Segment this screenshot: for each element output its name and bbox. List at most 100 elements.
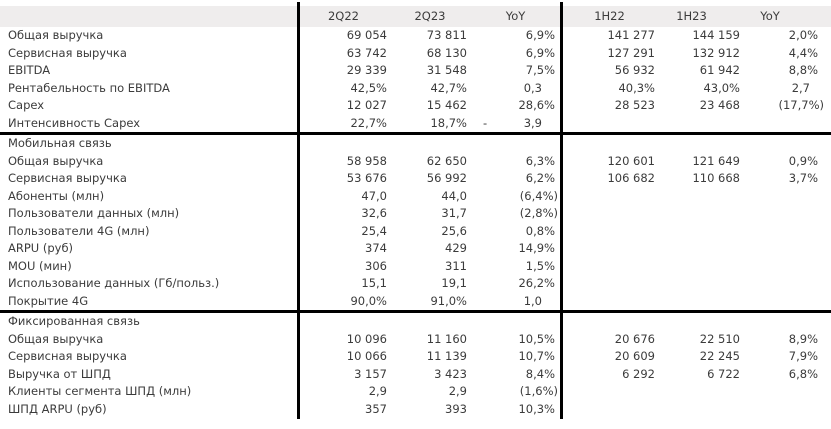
row-label: Общая выручка [8,153,104,168]
vertical-divider-halfyear [560,2,563,419]
empty-cell [658,135,743,153]
cell-yoy-halfyear: 7,9% [788,349,818,363]
table-header-row: 2Q22 2Q23 YoY 1H22 1H23 YoY [0,6,831,27]
cell-yoy-halfyear [743,240,831,258]
empty-cell [470,313,561,331]
cell-1h22: 127 291 [607,45,655,60]
table-row: ШПД ARPU (руб) 357 393 10,3% [0,401,831,419]
cell-yoy-halfyear [743,383,831,401]
cell-1h22 [561,240,658,258]
cell-1h23 [658,258,743,276]
header-1h22: 1H22 [594,9,625,23]
cell-2q23: 15 462 [426,98,467,112]
cell-2q23: 44,0 [441,188,467,203]
cell-2q22: 90,0% [350,293,387,308]
cell-1h22: 20 609 [614,349,655,363]
empty-cell [297,313,390,331]
cell-2q23: 91,0% [430,293,467,308]
row-label: Абоненты (млн) [8,188,105,203]
cell-2q23: 311 [445,258,467,273]
cell-yoy-quarter: 6,9% [525,45,555,60]
cell-yoy-quarter: 7,5% [525,63,555,77]
row-label: ШПД ARPU (руб) [8,401,107,416]
table-row: ARPU (руб) 374 429 14,9% [0,240,831,258]
cell-2q22: 53 676 [346,171,387,185]
header-2q23: 2Q23 [414,9,446,23]
cell-2q22: 69 054 [346,28,387,42]
cell-1h23 [658,188,743,206]
cell-1h22 [561,275,658,293]
cell-2q23: 3 423 [434,366,467,381]
cell-yoy-quarter: 8,4% [525,366,555,381]
cell-2q22: 42,5% [350,80,387,95]
minus-sign: - [483,115,488,130]
cell-2q22: 29 339 [346,63,387,77]
empty-cell [390,135,470,153]
cell-1h23: 22 245 [699,349,740,363]
cell-yoy-halfyear [743,205,831,223]
cell-1h23: 132 912 [692,45,740,60]
cell-2q23: 429 [445,241,467,255]
table-row: EBITDA 29 339 31 548 7,5% 56 932 61 942 8,8% [0,62,831,80]
cell-1h23: 6 722 [707,366,740,381]
row-label: Сервисная выручка [8,45,127,60]
header-yoy-halfyear: YoY [760,9,780,23]
section-title: Фиксированная связь [8,314,140,328]
cell-2q22: 12 027 [346,98,387,112]
cell-1h22 [561,115,658,133]
empty-cell [470,135,561,153]
empty-cell [297,135,390,153]
cell-2q23: 62 650 [426,153,467,168]
cell-yoy-halfyear [743,258,831,276]
cell-yoy-quarter: - 3,9 [470,115,561,133]
cell-value: 3,9 [523,115,542,130]
empty-cell [658,313,743,331]
cell-yoy-halfyear [743,115,831,133]
cell-1h22: 28 523 [614,98,655,112]
cell-1h22 [561,205,658,223]
cell-yoy-quarter: 14,9% [518,241,555,255]
cell-1h23 [658,401,743,419]
table-row: Пользователи 4G (млн) 25,4 25,6 0,8% [0,223,831,241]
cell-1h22: 40,3% [618,80,655,95]
cell-yoy-halfyear: 6,8% [788,366,818,381]
cell-yoy-quarter: 10,3% [518,401,555,416]
header-corner-cell [0,6,297,27]
cell-2q23: 2,9 [448,384,467,398]
cell-yoy-quarter: 6,9% [525,28,555,42]
cell-1h23: 43,0% [703,80,740,95]
empty-cell [561,313,658,331]
cell-1h22 [561,401,658,419]
cell-2q22: 58 958 [346,153,387,168]
cell-1h22: 6 292 [622,366,655,381]
table-row: Сервисная выручка 10 066 11 139 10,7% 20 609… [0,348,831,366]
cell-1h23: 121 649 [692,153,740,168]
table-row: MOU (мин) 306 311 1,5% [0,258,831,276]
section-header-row: Мобильная связь [0,132,831,153]
cell-1h22: 141 277 [607,28,655,42]
cell-1h23 [658,223,743,241]
cell-yoy-halfyear: 3,7% [788,171,818,185]
header-2q22: 2Q22 [327,9,359,23]
row-label: Покрытие 4G [8,293,89,308]
cell-1h23: 110 668 [692,171,740,185]
section-title: Мобильная связь [8,136,112,150]
row-label: Пользователи 4G (млн) [8,223,150,238]
cell-yoy-halfyear [743,293,831,311]
cell-2q23: 11 160 [426,331,467,346]
empty-cell [743,313,831,331]
cell-2q23: 18,7% [430,115,467,130]
cell-yoy-quarter: 1,0 [523,293,542,308]
table-row: Сервисная выручка 63 742 68 130 6,9% 127 291… [0,45,831,63]
row-label: Клиенты сегмента ШПД (млн) [8,384,192,398]
cell-yoy-quarter: (1,6%) [519,384,558,398]
row-label: Выручка от ШПД [8,366,111,381]
cell-2q22: 10 066 [346,349,387,363]
table-row: Покрытие 4G 90,0% 91,0% 1,0 [0,293,831,311]
cell-yoy-halfyear: (17,7%) [778,98,824,112]
cell-1h22: 106 682 [607,171,655,185]
table-row: Общая выручка 69 054 73 811 6,9% 141 277 144 … [0,27,831,45]
empty-cell [743,135,831,153]
cell-yoy-halfyear: 8,8% [788,63,818,77]
table-row: Capex 12 027 15 462 28,6% 28 523 23 468 (17,7%… [0,97,831,115]
